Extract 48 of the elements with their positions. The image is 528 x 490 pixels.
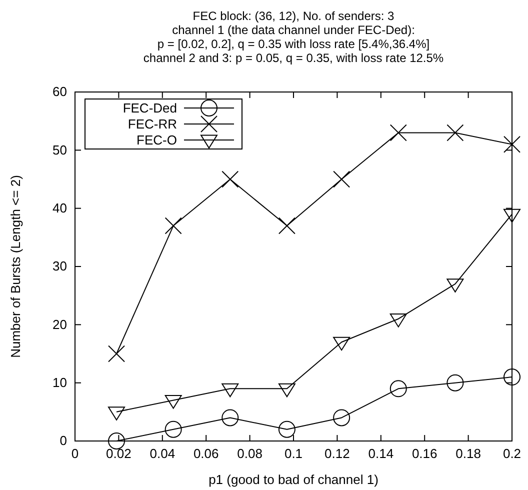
point: [164, 420, 182, 438]
point: [278, 217, 296, 234]
y-tick-label: 60: [52, 84, 67, 100]
point: [108, 432, 126, 450]
point: [446, 278, 464, 292]
y-tick-label: 30: [52, 258, 67, 274]
point: [222, 383, 239, 398]
legend-label: FEC-O: [136, 132, 177, 148]
point: [390, 380, 407, 398]
point: [222, 409, 239, 426]
x-tick-label: 0.02: [106, 446, 132, 462]
point: [504, 368, 520, 386]
y-tick-label: 20: [52, 316, 67, 332]
x-tick-label: 0.04: [150, 446, 176, 462]
x-tick-label: 0.16: [412, 446, 438, 462]
point: [446, 374, 464, 392]
x-tick-label: 0.06: [193, 446, 219, 462]
point: [333, 409, 350, 426]
point: [333, 336, 350, 351]
y-tick-label: 50: [52, 142, 67, 158]
y-tick-label: 0: [60, 433, 67, 448]
legend-label: FEC-Ded: [122, 100, 177, 116]
x-tick-label: 0: [71, 446, 79, 462]
point: [446, 124, 464, 142]
point: [504, 136, 520, 153]
x-tick-label: 0.08: [237, 446, 262, 462]
y-axis-title: Number of Bursts (Length <= 2): [8, 175, 23, 358]
point: [164, 394, 182, 409]
x-tick-label: 0.2: [502, 446, 522, 462]
legend-label: FEC-RR: [128, 116, 177, 132]
x-tick-label: 0.18: [456, 446, 481, 462]
point: [278, 383, 296, 398]
point: [108, 345, 126, 362]
point: [164, 217, 182, 234]
point: [390, 124, 407, 142]
x-tick-label: 0.14: [368, 446, 394, 462]
x-tick-label: 0.1: [284, 446, 303, 462]
point: [390, 314, 407, 328]
point: [504, 208, 520, 223]
x-axis-title: p1 (good to bad of channel 1): [208, 472, 378, 487]
point: [108, 406, 126, 420]
point: [222, 170, 239, 188]
point: [333, 170, 350, 188]
y-tick-label: 40: [52, 200, 67, 216]
x-tick-label: 0.12: [324, 446, 350, 462]
chart-title: FEC block: (36, 12), No. of senders: 3 channel 1 (the data channel under FEC-Ded): p = [0.02, 0.2], q = 0.35 with loss rate [5.4%,36.4%] channel 2 and 3: p = 0.05, q = 0.35, with loss rate 12.5%: [143, 9, 444, 65]
point: [278, 420, 296, 438]
y-tick-label: 10: [52, 374, 67, 390]
